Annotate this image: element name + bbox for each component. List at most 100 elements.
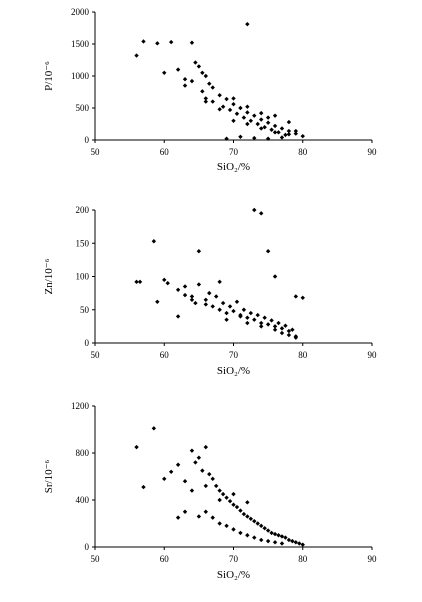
data-point [272, 123, 278, 129]
data-point [252, 317, 257, 322]
data-point [137, 279, 143, 285]
data-point [217, 488, 222, 493]
y-axis-title: P/10⁻⁶ [43, 61, 55, 91]
data-point [272, 324, 278, 329]
data-point [231, 101, 236, 107]
x-tick-label: 90 [368, 554, 378, 564]
data-point [265, 115, 271, 120]
data-point [182, 292, 188, 298]
data-point [231, 527, 236, 532]
data-point [259, 110, 264, 116]
data-point [234, 299, 240, 304]
data-point [286, 537, 292, 543]
data-point [286, 332, 292, 338]
data-point [207, 471, 212, 477]
data-point [286, 328, 292, 334]
data-point [255, 521, 260, 526]
x-tick-label: 70 [229, 147, 239, 157]
data-point [196, 282, 202, 287]
data-point [217, 497, 222, 503]
data-point [210, 85, 215, 90]
data-point [293, 294, 299, 299]
data-point [220, 104, 226, 109]
data-point [175, 314, 181, 319]
y-axis-title: Sr/10⁻⁶ [43, 460, 55, 494]
data-point [286, 119, 292, 125]
data-point [134, 53, 139, 58]
data-point [175, 287, 181, 292]
data-point [245, 500, 250, 505]
data-point [189, 448, 195, 453]
data-point [224, 96, 229, 102]
y-axis-title: Zn/10⁻⁶ [43, 258, 55, 294]
y-tick-label: 400 [76, 495, 90, 505]
x-tick-label: 50 [91, 350, 101, 360]
y-tick-label: 50 [80, 305, 90, 315]
data-point [210, 304, 215, 309]
x-tick-label: 60 [160, 554, 170, 564]
data-point [234, 111, 240, 116]
data-point [224, 523, 229, 529]
y-tick-label: 2000 [71, 7, 90, 17]
data-point [227, 304, 233, 309]
data-point [155, 299, 160, 304]
y-tick-label: 0 [85, 338, 90, 348]
y-tick-label: 800 [76, 448, 90, 458]
x-tick-label: 60 [160, 147, 170, 157]
y-tick-label: 150 [76, 238, 90, 248]
data-point [189, 40, 195, 45]
data-point [175, 515, 181, 520]
data-point [290, 327, 295, 332]
data-point [220, 300, 226, 306]
x-axis-title: SiO₂/% [217, 569, 250, 581]
data-point [259, 523, 264, 529]
data-point [248, 516, 254, 521]
data-point [231, 118, 236, 123]
data-point [217, 107, 222, 112]
data-point [217, 307, 222, 312]
data-point [269, 318, 274, 323]
data-point [165, 280, 170, 286]
data-point [224, 136, 229, 141]
data-point [293, 128, 299, 134]
data-point [227, 498, 233, 504]
data-point [279, 326, 285, 331]
data-point [279, 541, 285, 546]
data-point [279, 534, 285, 539]
data-point [134, 279, 139, 285]
data-point [283, 535, 288, 540]
data-point [279, 126, 285, 131]
data-point [245, 320, 250, 326]
data-point [193, 460, 198, 465]
data-point [182, 509, 188, 514]
data-point [276, 320, 281, 326]
data-point [189, 297, 195, 302]
data-point [259, 211, 264, 216]
y-tick-label: 200 [76, 205, 90, 215]
data-point [245, 514, 250, 519]
data-point [175, 462, 181, 467]
y-tick-label: 1500 [71, 39, 90, 49]
data-point [196, 64, 202, 69]
data-point [151, 426, 157, 431]
data-point [255, 121, 260, 127]
data-point [265, 538, 271, 544]
data-point [196, 514, 202, 519]
data-point [231, 502, 236, 507]
data-point [203, 96, 208, 101]
data-point [272, 274, 278, 279]
data-point [203, 73, 208, 79]
data-point [272, 113, 278, 118]
data-point [210, 99, 215, 104]
data-point [168, 39, 174, 45]
data-point [162, 70, 167, 75]
data-point [203, 509, 208, 514]
y-tick-label: 500 [76, 103, 90, 113]
data-point [245, 121, 250, 127]
data-point [252, 113, 257, 118]
data-point [300, 542, 305, 547]
data-point [182, 77, 188, 82]
data-point [134, 444, 139, 450]
data-point [272, 540, 278, 545]
data-point [252, 518, 257, 524]
